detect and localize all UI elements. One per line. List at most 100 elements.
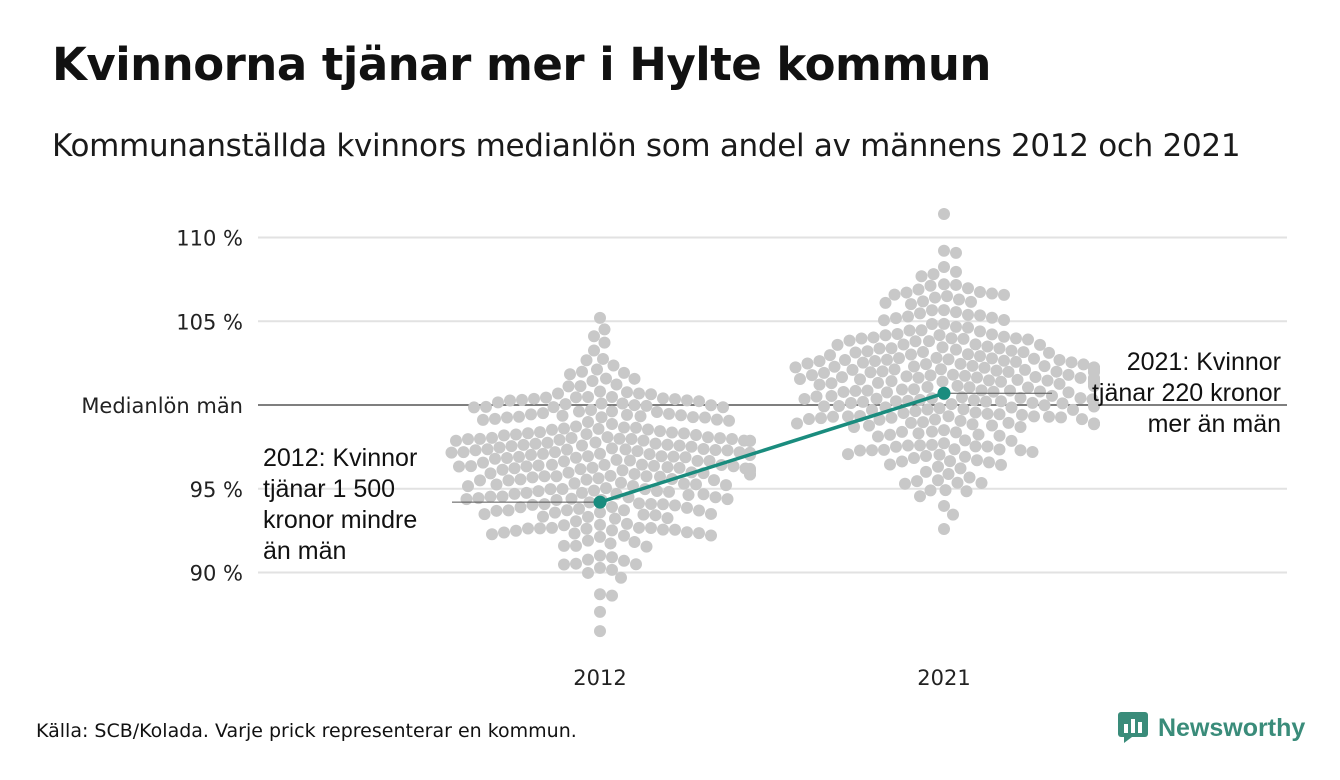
swarm-dot xyxy=(691,454,704,467)
swarm-dot xyxy=(678,477,690,490)
swarm-dot xyxy=(598,458,611,471)
swarm-dot xyxy=(1053,354,1066,367)
swarm-dot xyxy=(818,366,830,379)
swarm-dot xyxy=(843,334,856,347)
swarm-dot xyxy=(936,341,949,354)
swarm-dot xyxy=(941,290,953,303)
swarm-dot xyxy=(594,561,606,574)
swarm-dot xyxy=(681,501,693,514)
highlight-point xyxy=(593,495,607,509)
swarm-dot xyxy=(628,468,641,481)
swarm-dot xyxy=(594,311,606,324)
swarm-dot xyxy=(890,440,902,453)
swarm-dot xyxy=(1026,396,1039,409)
swarm-dot xyxy=(649,437,662,450)
swarm-dot xyxy=(993,443,1006,456)
swarm-dot xyxy=(872,376,884,389)
swarm-dot xyxy=(921,381,934,394)
swarm-dot xyxy=(727,460,740,473)
swarm-dot xyxy=(929,291,941,304)
swarm-dot xyxy=(981,407,994,420)
swarm-dot xyxy=(917,345,929,358)
swarm-dot xyxy=(975,384,988,397)
swarm-dot xyxy=(801,357,814,370)
swarm-dot xyxy=(945,398,958,411)
swarm-dot xyxy=(582,566,594,579)
swarm-dot xyxy=(574,380,587,393)
newsworthy-logo[interactable]: Newsworthy xyxy=(1118,712,1305,744)
swarm-dot xyxy=(621,517,633,530)
swarm-dot xyxy=(932,474,944,487)
swarm-dot xyxy=(1029,370,1042,383)
swarm-dot xyxy=(893,352,905,365)
swarm-dot xyxy=(950,320,962,333)
swarm-dot xyxy=(1038,399,1051,412)
swarm-dot xyxy=(546,458,558,471)
chart-subtitle: Kommunanställda kvinnors medianlön som a… xyxy=(52,128,1241,164)
newsworthy-logo-text: Newsworthy xyxy=(1158,713,1306,742)
swarm-dot xyxy=(573,502,585,515)
swarm-dot xyxy=(744,468,756,481)
swarm-dot xyxy=(872,430,884,443)
swarm-dot xyxy=(493,441,506,454)
swarm-dot xyxy=(903,324,916,337)
swarm-dot xyxy=(987,385,1000,398)
swarm-dot xyxy=(594,447,606,460)
swarm-dot xyxy=(637,508,650,521)
swarm-dot xyxy=(837,385,850,398)
swarm-dot xyxy=(920,449,932,462)
swarm-dot xyxy=(912,427,925,440)
swarm-dot xyxy=(532,459,545,472)
swarm-dot xyxy=(726,433,738,446)
swarm-dot xyxy=(582,450,594,463)
swarm-dot xyxy=(594,588,606,601)
swarm-dot xyxy=(615,476,627,489)
y-tick-label: 105 % xyxy=(176,310,243,334)
swarm-dot xyxy=(891,327,904,340)
swarm-dot xyxy=(962,282,974,295)
swarm-dot xyxy=(861,345,874,358)
swarm-dot xyxy=(915,324,928,337)
swarm-dot xyxy=(899,477,911,490)
swarm-dot xyxy=(866,404,878,417)
swarm-dot xyxy=(669,523,681,536)
swarm-dot xyxy=(631,445,644,458)
swarm-dot xyxy=(908,452,920,465)
swarm-dot xyxy=(854,373,866,386)
swarm-dot xyxy=(565,432,578,445)
swarm-dot xyxy=(580,522,593,535)
swarm-dot xyxy=(986,287,998,300)
swarm-dot xyxy=(508,487,521,500)
swarm-dot xyxy=(630,421,642,434)
swarm-dot xyxy=(480,400,492,413)
swarm-dot xyxy=(839,353,851,366)
swarm-dot xyxy=(522,427,534,440)
swarm-dot xyxy=(1022,381,1034,394)
swarm-dot xyxy=(1043,346,1055,359)
annotation-connectors xyxy=(452,392,1052,503)
swarm-dot xyxy=(974,350,986,363)
swarm-dot xyxy=(549,446,561,459)
swarm-dot xyxy=(824,349,836,362)
swarm-dot xyxy=(873,413,886,426)
swarm-dot xyxy=(568,477,581,490)
swarm-dot xyxy=(693,504,705,517)
swarm-dot xyxy=(803,413,815,426)
swarm-dot xyxy=(995,375,1007,388)
swarm-dot xyxy=(526,498,539,511)
swarm-dot xyxy=(628,536,641,549)
swarm-dot xyxy=(1062,386,1075,399)
swarm-dot xyxy=(1004,384,1016,397)
swarm-dot xyxy=(938,278,950,291)
annotation-line: kronor mindre xyxy=(263,506,417,534)
swarm-dot xyxy=(628,399,641,412)
swarm-dot xyxy=(633,521,645,534)
swarm-dot xyxy=(595,411,608,424)
x-tick-label: 2012 xyxy=(573,666,626,690)
swarm-dot xyxy=(624,454,636,467)
swarm-dot xyxy=(592,472,605,485)
y-axis: 90 % 95 % Medianlön män 105 % 110 % xyxy=(81,227,243,586)
swarm-dot xyxy=(465,460,477,473)
swarm-dot xyxy=(917,416,929,429)
swarm-dot xyxy=(501,411,513,424)
